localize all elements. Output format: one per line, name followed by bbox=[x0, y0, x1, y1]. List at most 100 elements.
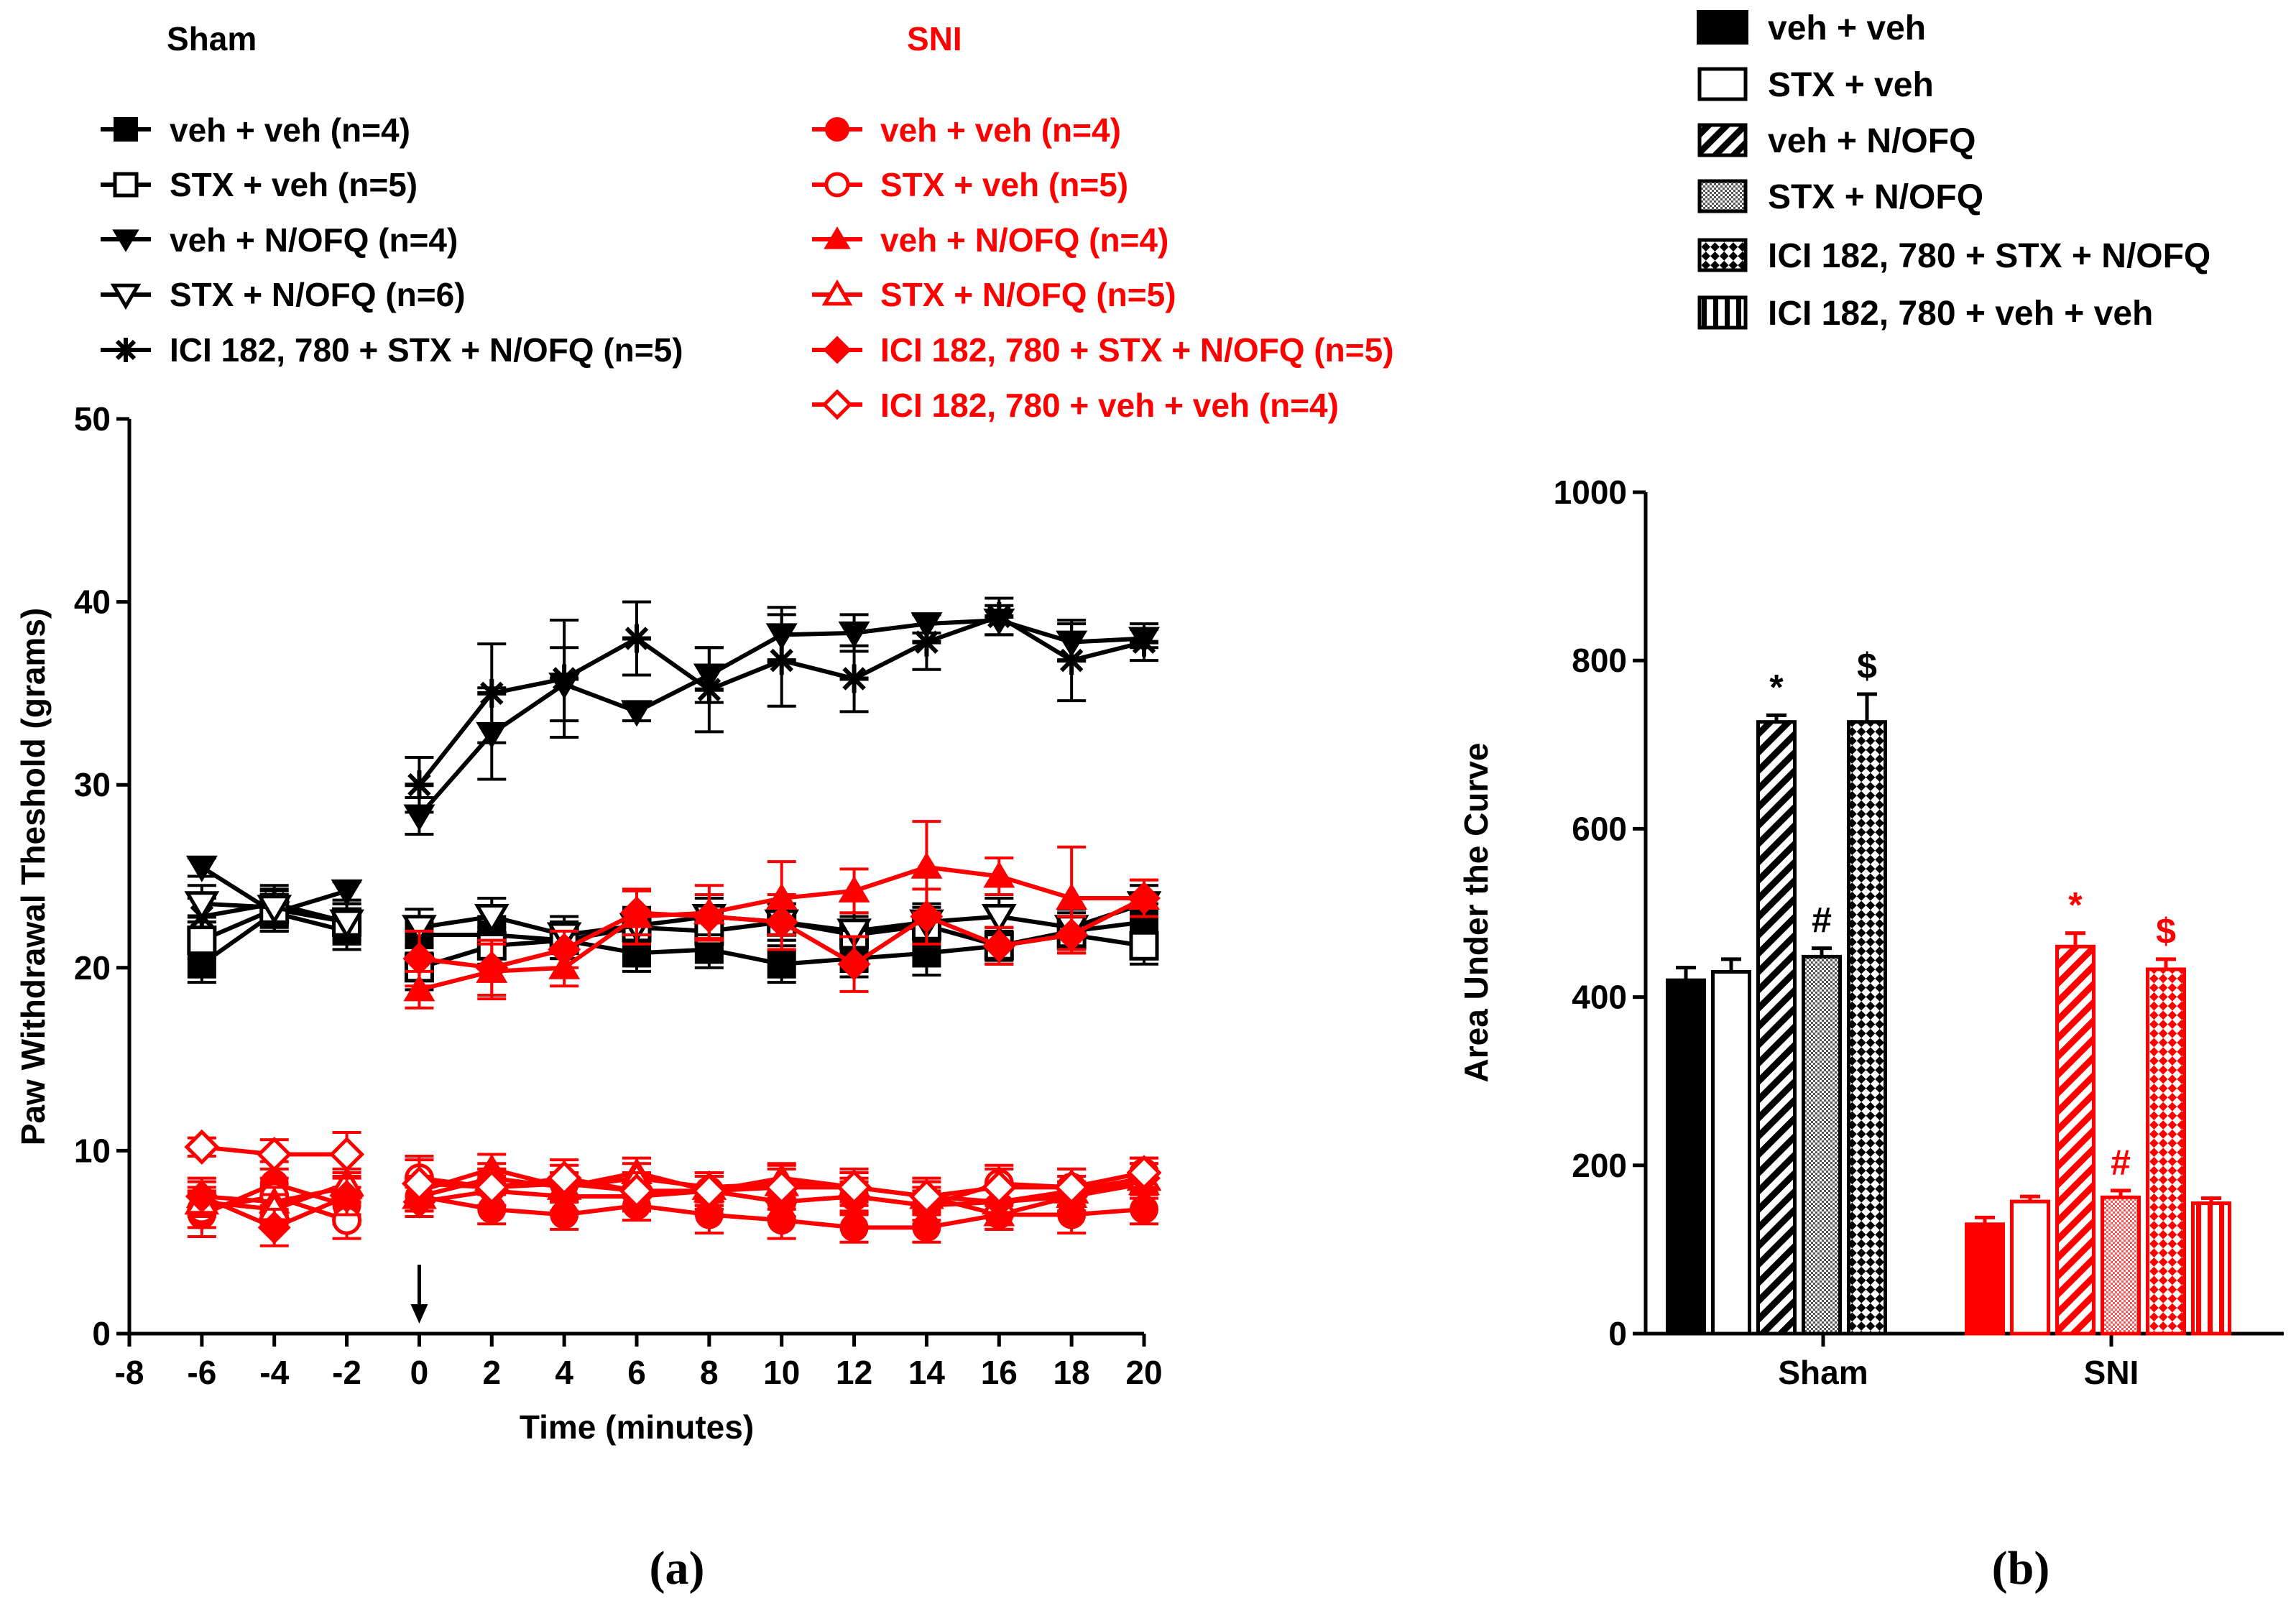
legend-b: veh + veh STX + veh veh + N/OFQ STX + N/… bbox=[1697, 9, 2210, 333]
marker-circle-filled bbox=[839, 1213, 869, 1242]
legend-a-sni: veh + veh (n=4) STX + veh (n=5) veh + N/… bbox=[880, 111, 1394, 424]
legend-a-sham: veh + veh (n=4) STX + veh (n=5) veh + N/… bbox=[170, 111, 683, 369]
series bbox=[402, 878, 1161, 997]
marker-shape bbox=[331, 879, 363, 906]
legend-b-swatch-diagonal bbox=[1697, 123, 1748, 157]
marker-shape bbox=[476, 721, 508, 749]
marker-circle-filled bbox=[694, 1200, 724, 1229]
legend-a-sham-item: veh + N/OFQ (n=4) bbox=[170, 221, 458, 259]
bar-group: * bbox=[2055, 885, 2096, 1336]
marker-square-open bbox=[113, 172, 139, 198]
x-tick-label: 12 bbox=[836, 1354, 872, 1391]
y-tick-label: 200 bbox=[1572, 1147, 1627, 1184]
marker-triangle-down-filled bbox=[548, 673, 581, 700]
marker-shape bbox=[474, 904, 510, 934]
marker-shape bbox=[624, 627, 649, 650]
x-tick-label: 2 bbox=[482, 1354, 501, 1391]
bar-annotation: # bbox=[1812, 900, 1832, 941]
bar bbox=[1666, 978, 1706, 1336]
marker-shape bbox=[621, 700, 653, 727]
legend-a-markers bbox=[101, 117, 862, 420]
marker-triangle-up-filled bbox=[838, 875, 870, 903]
marker-triangle-down-open bbox=[110, 283, 142, 310]
marker-shape bbox=[910, 900, 944, 933]
marker-shape bbox=[184, 1129, 220, 1165]
marker-shape bbox=[546, 1160, 582, 1196]
marker-shape bbox=[401, 1165, 437, 1201]
marker-asterisk bbox=[405, 770, 434, 800]
bar-group: * bbox=[1756, 667, 1797, 1336]
marker-circle-filled bbox=[1130, 1194, 1158, 1224]
series bbox=[184, 1129, 1162, 1217]
marker-circle-open bbox=[824, 172, 850, 198]
bar bbox=[1965, 1222, 2005, 1336]
x-tick-label: 8 bbox=[700, 1354, 719, 1391]
marker-shape bbox=[1056, 883, 1088, 910]
legend-b-item: STX + veh bbox=[1768, 66, 1934, 104]
x-tick-label: SNI bbox=[2084, 1354, 2139, 1391]
legend-a-sni-item: veh + veh (n=4) bbox=[880, 111, 1121, 149]
legend-a-sni-item: STX + veh (n=5) bbox=[880, 166, 1128, 203]
marker-shape bbox=[910, 612, 943, 640]
marker-diamond-open bbox=[821, 389, 853, 420]
x-tick-label: Sham bbox=[1778, 1354, 1868, 1391]
legend-b-item: STX + N/OFQ bbox=[1768, 178, 1983, 216]
y-tick-label: 50 bbox=[74, 400, 111, 438]
series bbox=[185, 604, 1160, 933]
x-tick-label: 0 bbox=[410, 1354, 429, 1391]
marker-shape bbox=[1128, 627, 1160, 654]
marker-triangle-up-filled bbox=[403, 974, 435, 1002]
marker-diamond-filled bbox=[837, 947, 871, 981]
y-tick-label: 800 bbox=[1572, 642, 1627, 679]
marker-shape bbox=[981, 904, 1017, 934]
marker-shape bbox=[837, 947, 871, 981]
marker-triangle-down-filled bbox=[765, 623, 798, 650]
y-tick-label: 600 bbox=[1572, 810, 1627, 847]
marker-diamond-filled bbox=[1055, 918, 1089, 951]
bar-annotation: # bbox=[2111, 1143, 2131, 1183]
marker-shape bbox=[694, 1200, 724, 1229]
marker-triangle-down-filled bbox=[838, 621, 870, 648]
y-tick-label: 0 bbox=[92, 1315, 111, 1352]
marker-shape bbox=[550, 1200, 579, 1229]
marker-triangle-down-filled bbox=[185, 855, 218, 882]
marker-circle-filled bbox=[825, 117, 849, 142]
bar bbox=[1711, 969, 1751, 1336]
marker-triangle-down-open bbox=[474, 904, 510, 934]
chart-a-series bbox=[184, 596, 1162, 1247]
marker-shape bbox=[257, 895, 292, 925]
x-tick-label: 14 bbox=[908, 1354, 946, 1391]
marker-triangle-up-filled bbox=[983, 861, 1015, 888]
marker-shape bbox=[839, 1213, 869, 1242]
marker-diamond-filled bbox=[548, 933, 581, 966]
marker-triangle-down-filled bbox=[1056, 630, 1088, 657]
marker-triangle-down-open bbox=[836, 918, 872, 948]
marker-shape bbox=[475, 951, 509, 984]
bar-annotation: $ bbox=[1857, 646, 1877, 686]
marker-shape bbox=[767, 949, 796, 979]
legend-b-swatch-crosshatch bbox=[1697, 238, 1748, 272]
legend-a-sham-item: veh + veh (n=4) bbox=[170, 111, 410, 149]
marker-shape bbox=[821, 279, 853, 306]
series bbox=[185, 1161, 1161, 1247]
marker-shape bbox=[910, 851, 943, 879]
marker-diamond-filled bbox=[910, 900, 944, 933]
marker-shape bbox=[402, 915, 437, 945]
marker-asterisk bbox=[114, 338, 138, 362]
marker-triangle-down-filled bbox=[983, 609, 1015, 636]
marker-diamond-filled bbox=[185, 1180, 218, 1214]
marker-shape bbox=[765, 623, 798, 650]
marker-diamond-open bbox=[619, 1173, 655, 1209]
marker-triangle-down-filled bbox=[621, 700, 653, 727]
bar-group bbox=[2010, 1194, 2050, 1336]
x-tick-label: -6 bbox=[187, 1354, 216, 1391]
marker-shape bbox=[838, 621, 870, 648]
y-tick-label: 10 bbox=[74, 1132, 111, 1169]
chart-a-xlabel: Time (minutes) bbox=[520, 1408, 754, 1446]
bar bbox=[1756, 720, 1797, 1336]
marker-shape bbox=[112, 229, 139, 252]
bar-group: # bbox=[2101, 1143, 2141, 1336]
marker-shape bbox=[823, 336, 852, 364]
marker-shape bbox=[114, 117, 138, 142]
